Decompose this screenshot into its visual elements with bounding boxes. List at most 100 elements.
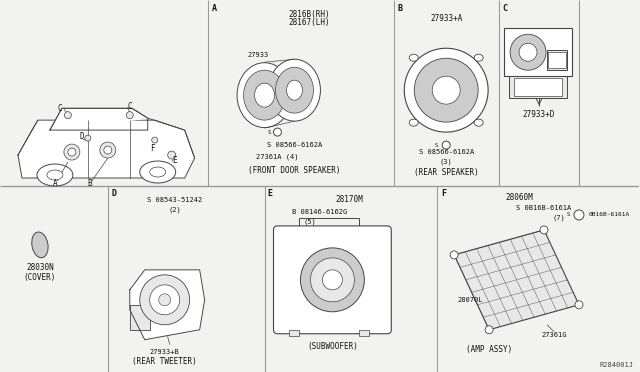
Circle shape — [140, 275, 189, 325]
Circle shape — [323, 270, 342, 290]
Text: 2816B(RH): 2816B(RH) — [289, 10, 330, 19]
Ellipse shape — [269, 59, 321, 121]
Bar — [514, 78, 562, 96]
Polygon shape — [130, 270, 205, 340]
Circle shape — [485, 326, 493, 334]
Ellipse shape — [409, 54, 418, 61]
Polygon shape — [454, 230, 579, 330]
Text: 27361G: 27361G — [541, 332, 567, 338]
Circle shape — [404, 48, 488, 132]
Text: S 08566-6162A: S 08566-6162A — [267, 142, 322, 148]
Bar — [359, 330, 369, 336]
Text: (2): (2) — [168, 207, 181, 213]
Text: S: S — [268, 129, 271, 135]
Circle shape — [65, 112, 72, 119]
Ellipse shape — [474, 119, 483, 126]
Circle shape — [159, 294, 171, 306]
Text: B: B — [397, 4, 403, 13]
Circle shape — [510, 34, 546, 70]
Text: D: D — [79, 132, 84, 141]
Text: S: S — [567, 212, 570, 218]
Text: S 08543-51242: S 08543-51242 — [147, 197, 202, 203]
Circle shape — [68, 148, 76, 156]
Text: (FRONT DOOR SPEAKER): (FRONT DOOR SPEAKER) — [248, 166, 340, 174]
Text: 27933+D: 27933+D — [523, 110, 556, 119]
Text: (COVER): (COVER) — [24, 273, 56, 282]
Text: B: B — [88, 179, 92, 187]
Ellipse shape — [32, 232, 48, 258]
Text: C: C — [127, 102, 132, 110]
Bar — [504, 28, 572, 76]
Ellipse shape — [474, 54, 483, 61]
Text: (5): (5) — [303, 219, 316, 225]
Text: S 0B16B-6161A: S 0B16B-6161A — [516, 205, 572, 211]
Text: C: C — [502, 4, 507, 13]
Text: 27933: 27933 — [248, 52, 269, 58]
Text: 0B16B-6161A: 0B16B-6161A — [589, 212, 630, 218]
Bar — [509, 76, 567, 98]
Text: (AMP ASSY): (AMP ASSY) — [466, 345, 512, 354]
Circle shape — [273, 128, 282, 136]
Circle shape — [432, 76, 460, 104]
Text: F: F — [441, 189, 446, 199]
Text: F: F — [150, 144, 155, 153]
Circle shape — [574, 210, 584, 220]
Ellipse shape — [275, 67, 314, 113]
Circle shape — [519, 43, 537, 61]
Text: 28070L: 28070L — [457, 297, 483, 303]
Bar — [289, 330, 300, 336]
Circle shape — [442, 141, 450, 149]
Circle shape — [85, 135, 91, 141]
Text: E: E — [172, 155, 177, 164]
Text: 28030N: 28030N — [26, 263, 54, 272]
Ellipse shape — [37, 164, 73, 186]
Bar — [548, 52, 566, 68]
Circle shape — [300, 248, 364, 312]
Circle shape — [414, 58, 478, 122]
Text: (REAR SPEAKER): (REAR SPEAKER) — [414, 167, 479, 177]
FancyBboxPatch shape — [273, 226, 391, 334]
Ellipse shape — [244, 70, 285, 120]
Circle shape — [104, 146, 112, 154]
Text: (REAR TWEETER): (REAR TWEETER) — [132, 357, 197, 366]
Circle shape — [100, 142, 116, 158]
Text: D: D — [112, 189, 116, 199]
Circle shape — [126, 112, 133, 119]
Circle shape — [575, 301, 583, 309]
Circle shape — [152, 137, 157, 143]
Polygon shape — [50, 108, 148, 130]
Text: 27933+B: 27933+B — [150, 349, 180, 355]
Text: R284001J: R284001J — [600, 362, 634, 368]
Text: 28170M: 28170M — [335, 195, 364, 205]
Text: E: E — [268, 189, 273, 199]
Text: (7): (7) — [552, 215, 565, 221]
Circle shape — [168, 151, 176, 159]
Bar — [547, 50, 567, 70]
Circle shape — [450, 251, 458, 259]
Ellipse shape — [237, 63, 292, 128]
Text: A: A — [212, 4, 216, 13]
Text: S 08566-6162A: S 08566-6162A — [419, 149, 474, 155]
Ellipse shape — [150, 167, 166, 177]
Circle shape — [150, 285, 180, 315]
Circle shape — [540, 226, 548, 234]
Text: 27933+A: 27933+A — [430, 14, 462, 23]
Ellipse shape — [255, 83, 275, 107]
Text: C: C — [58, 104, 62, 113]
Ellipse shape — [47, 170, 63, 180]
Text: 27361A (4): 27361A (4) — [256, 154, 299, 160]
Text: B 08146-6162G: B 08146-6162G — [292, 209, 347, 215]
Text: S: S — [435, 142, 438, 148]
Circle shape — [310, 258, 355, 302]
Ellipse shape — [287, 80, 303, 100]
Ellipse shape — [409, 119, 418, 126]
Text: 28167(LH): 28167(LH) — [289, 18, 330, 27]
Text: 28060M: 28060M — [505, 193, 533, 202]
Text: A: A — [52, 179, 57, 187]
Polygon shape — [18, 120, 195, 178]
Text: (SUBWOOFER): (SUBWOOFER) — [307, 342, 358, 351]
Text: (3): (3) — [440, 159, 452, 165]
Circle shape — [64, 144, 80, 160]
Bar — [130, 305, 150, 330]
Ellipse shape — [140, 161, 176, 183]
